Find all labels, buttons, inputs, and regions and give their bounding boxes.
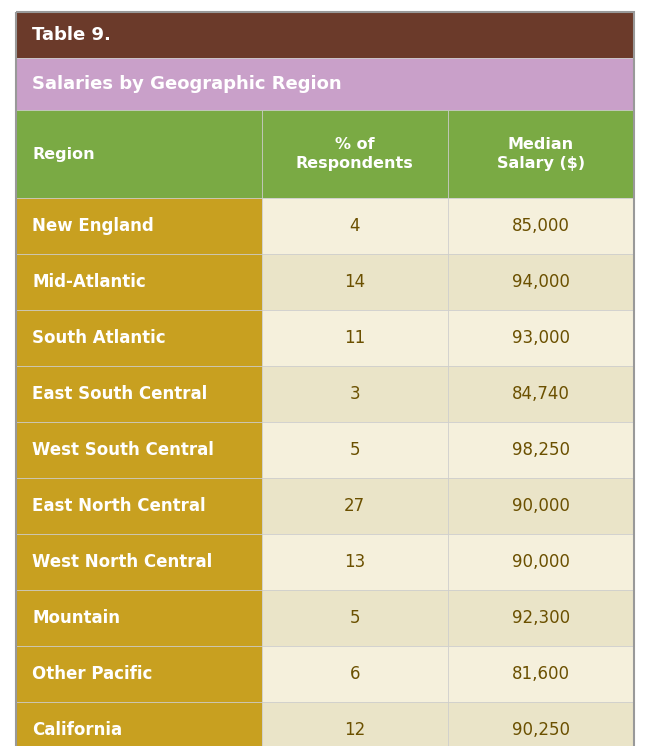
Bar: [16, 534, 261, 590]
Text: 12: 12: [344, 721, 365, 739]
Bar: [261, 646, 448, 702]
Text: Table 9.: Table 9.: [32, 26, 111, 44]
Bar: [16, 478, 261, 534]
Bar: [448, 478, 634, 534]
Text: Salaries by Geographic Region: Salaries by Geographic Region: [32, 75, 342, 93]
Text: % of
Respondents: % of Respondents: [296, 137, 413, 171]
Text: East North Central: East North Central: [32, 497, 205, 515]
Bar: [16, 422, 261, 478]
Text: 11: 11: [344, 329, 365, 347]
Bar: [448, 646, 634, 702]
Bar: [261, 702, 448, 746]
Bar: [448, 590, 634, 646]
Text: 27: 27: [344, 497, 365, 515]
Bar: [261, 478, 448, 534]
Bar: [261, 590, 448, 646]
Text: 92,300: 92,300: [512, 609, 570, 627]
Text: 94,000: 94,000: [512, 273, 570, 291]
Bar: [16, 12, 634, 58]
Text: Median
Salary ($): Median Salary ($): [497, 137, 585, 171]
Bar: [448, 198, 634, 254]
Bar: [16, 198, 261, 254]
Text: New England: New England: [32, 217, 154, 235]
Text: Other Pacific: Other Pacific: [32, 665, 152, 683]
Text: Region: Region: [32, 146, 95, 161]
Text: West North Central: West North Central: [32, 553, 213, 571]
Text: 90,000: 90,000: [512, 497, 570, 515]
Bar: [261, 110, 448, 198]
Bar: [16, 646, 261, 702]
Text: 6: 6: [350, 665, 360, 683]
Text: 93,000: 93,000: [512, 329, 570, 347]
Bar: [16, 590, 261, 646]
Text: South Atlantic: South Atlantic: [32, 329, 166, 347]
Bar: [448, 366, 634, 422]
Text: 84,740: 84,740: [512, 385, 570, 403]
Text: East South Central: East South Central: [32, 385, 207, 403]
Text: Mountain: Mountain: [32, 609, 120, 627]
Bar: [16, 366, 261, 422]
Text: California: California: [32, 721, 122, 739]
Text: Mid-Atlantic: Mid-Atlantic: [32, 273, 146, 291]
Bar: [261, 366, 448, 422]
Bar: [261, 198, 448, 254]
Bar: [16, 254, 261, 310]
Bar: [261, 534, 448, 590]
Text: 85,000: 85,000: [512, 217, 570, 235]
Bar: [448, 254, 634, 310]
Text: 4: 4: [350, 217, 360, 235]
Text: West South Central: West South Central: [32, 441, 214, 459]
Text: 90,250: 90,250: [512, 721, 570, 739]
Bar: [16, 702, 261, 746]
Bar: [261, 422, 448, 478]
Text: 81,600: 81,600: [512, 665, 570, 683]
Text: 3: 3: [350, 385, 360, 403]
Bar: [261, 254, 448, 310]
Bar: [16, 310, 261, 366]
Bar: [448, 534, 634, 590]
Bar: [448, 422, 634, 478]
Text: 5: 5: [350, 609, 360, 627]
Bar: [261, 310, 448, 366]
Text: 13: 13: [344, 553, 365, 571]
Bar: [16, 58, 634, 110]
Bar: [16, 110, 261, 198]
Text: 5: 5: [350, 441, 360, 459]
Text: 90,000: 90,000: [512, 553, 570, 571]
Bar: [448, 110, 634, 198]
Bar: [448, 310, 634, 366]
Text: 98,250: 98,250: [512, 441, 570, 459]
Text: 14: 14: [344, 273, 365, 291]
Bar: [448, 702, 634, 746]
